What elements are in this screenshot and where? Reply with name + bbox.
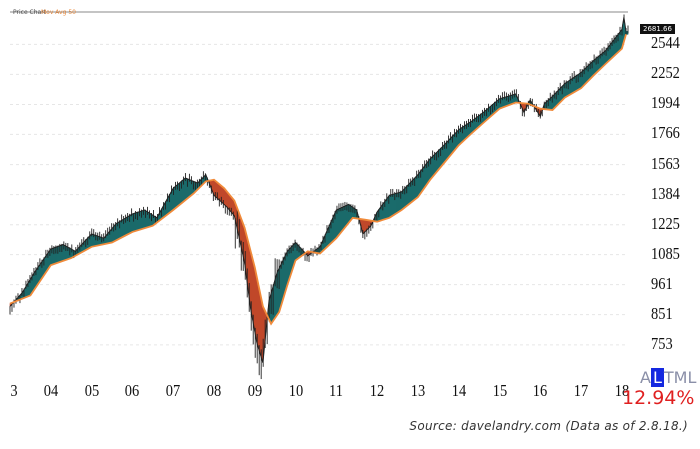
- x-tick-label: 05: [84, 381, 99, 400]
- x-tick-label: 3: [10, 381, 18, 400]
- y-tick-label: 753: [651, 333, 673, 353]
- x-tick-label: 10: [288, 381, 303, 400]
- x-tick-label: 04: [43, 381, 59, 400]
- x-tick-label: 12: [369, 381, 385, 400]
- x-tick-label: 11: [329, 381, 344, 400]
- series-lines: [9, 17, 627, 363]
- y-tick-label: 1384: [651, 183, 680, 203]
- x-tick-label: 09: [247, 381, 262, 400]
- altml-logo: A L TML: [640, 368, 696, 387]
- price-line: [9, 17, 627, 363]
- x-tick-label: 18: [614, 381, 630, 400]
- y-tick-label: 1994: [651, 93, 680, 113]
- price-bars: [9, 14, 629, 380]
- y-tick-label: 1766: [651, 123, 680, 143]
- percent-change-label: 12.94%: [622, 387, 695, 409]
- moving-average-line: [9, 34, 627, 326]
- y-tick-label: 2252: [651, 63, 680, 83]
- chart-header-title: Price Chart: [13, 9, 47, 16]
- y-tick-label: 851: [651, 303, 673, 323]
- x-tick-label: 17: [573, 381, 589, 400]
- x-tick-label: 14: [451, 381, 466, 400]
- logo-suffix: TML: [663, 368, 697, 387]
- x-tick-label: 13: [410, 381, 426, 400]
- logo-highlight: L: [650, 368, 664, 387]
- fill-areas: [9, 17, 629, 361]
- grid-lines: [10, 11, 628, 346]
- source-note: Source: davelandry.com (Data as of 2.8.1…: [409, 419, 688, 433]
- last-price-label: 2681.66: [640, 24, 675, 34]
- y-tick-label: 1085: [651, 243, 680, 263]
- y-tick-label: 1563: [651, 153, 680, 173]
- x-tick-label: 06: [125, 381, 140, 400]
- logo-prefix: A: [640, 368, 651, 387]
- x-tick-label: 08: [206, 381, 222, 400]
- x-tick-label: 15: [492, 381, 507, 400]
- legend-moving-average: Mov Avg 50: [41, 9, 76, 16]
- x-tick-label: 16: [533, 381, 548, 400]
- y-tick-label: 961: [651, 273, 673, 293]
- y-tick-label: 2544: [651, 33, 680, 53]
- y-tick-label: 1225: [651, 213, 680, 233]
- x-tick-label: 07: [165, 381, 181, 400]
